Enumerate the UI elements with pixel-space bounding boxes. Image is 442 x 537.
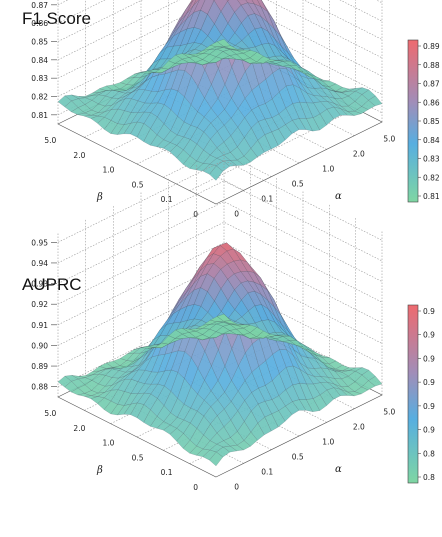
colorbar-tick-label: 0.87 — [423, 80, 440, 89]
chart-title: AUPRC — [22, 275, 82, 294]
colorbar-tick-label: 0.9 — [423, 402, 435, 411]
alpha-axis-label: α — [335, 464, 342, 475]
beta-tick-label: 1.0 — [102, 439, 114, 448]
chart-title: F1 Score — [22, 9, 91, 28]
z-tick-label: 0.90 — [31, 341, 48, 350]
alpha-tick-label: 0 — [234, 210, 239, 219]
z-tick-label: 0.85 — [31, 38, 48, 47]
colorbar-tick-label: 0.81 — [423, 192, 440, 201]
colorbar-tick-label: 0.9 — [423, 354, 435, 363]
alpha-tick-label: 0.5 — [292, 180, 304, 189]
colorbar — [407, 304, 419, 484]
beta-tick-label: 2.0 — [73, 151, 85, 160]
beta-tick-label: 2.0 — [73, 424, 85, 433]
colorbar-tick-label: 0.84 — [423, 136, 440, 145]
beta-axis-label: β — [96, 465, 103, 476]
colorbar-tick-label: 0.8 — [423, 449, 435, 458]
beta-tick-label: 5.0 — [44, 409, 56, 418]
z-tick-label: 0.95 — [31, 238, 48, 247]
alpha-axis-label: α — [335, 191, 342, 202]
beta-axis-label: β — [96, 192, 103, 203]
alpha-tick-label: 2.0 — [353, 422, 365, 431]
alpha-tick-label: 0.1 — [261, 468, 273, 477]
f1-score-panel: F1 Score 0.81 0.82 0.83 0.84 0.85 0.86 0.87 0.88… — [22, 0, 440, 219]
auprc-panel: AUPRC0.880.890.900.910.920.930.940.9500.… — [22, 150, 435, 492]
z-tick-label: 0.82 — [31, 93, 48, 102]
beta-tick-label: 0.5 — [132, 453, 144, 462]
z-tick-label: 0.84 — [31, 56, 48, 65]
z-tick-label: 0.92 — [31, 300, 48, 309]
surface-patch — [216, 39, 231, 47]
colorbar-tick-label: 0.85 — [423, 117, 440, 126]
z-tick-label: 0.89 — [31, 362, 48, 371]
alpha-tick-label: 5.0 — [383, 134, 395, 143]
alpha-tick-label: 2.0 — [353, 149, 365, 158]
alpha-tick-label: 1.0 — [322, 437, 334, 446]
colorbar-tick-label: 0.9 — [423, 426, 435, 435]
beta-tick-label: 0.1 — [161, 195, 173, 204]
z-tick-label: 0.81 — [31, 111, 48, 120]
colorbar-tick-label: 0.89 — [423, 42, 440, 51]
surface — [57, 242, 383, 467]
z-tick-label: 0.87 — [31, 1, 48, 10]
z-tick-label: 0.93 — [31, 280, 48, 289]
colorbar-tick-label: 0.9 — [423, 307, 435, 316]
colorbar-tick-label: 0.86 — [423, 98, 440, 107]
z-tick-label: 0.91 — [31, 321, 48, 330]
beta-tick-label: 0 — [193, 483, 198, 492]
colorbar-tick-label: 0.88 — [423, 61, 440, 70]
colorbar-tick-label: 0.82 — [423, 173, 440, 182]
alpha-tick-label: 5.0 — [383, 407, 395, 416]
z-tick-label: 0.94 — [31, 259, 48, 268]
alpha-tick-label: 0.5 — [292, 453, 304, 462]
colorbar-tick-label: 0.83 — [423, 155, 440, 164]
alpha-tick-label: 0 — [234, 483, 239, 492]
beta-tick-label: 0.5 — [132, 180, 144, 189]
alpha-tick-label: 1.0 — [322, 164, 334, 173]
colorbar-tick-label: 0.9 — [423, 378, 435, 387]
z-tick-label: 0.88 — [31, 383, 48, 392]
z-tick-label: 0.83 — [31, 74, 48, 83]
colorbar-tick-label: 0.9 — [423, 331, 435, 340]
beta-tick-label: 5.0 — [44, 136, 56, 145]
beta-tick-label: 1.0 — [102, 166, 114, 175]
colorbar-tick-label: 0.8 — [423, 473, 435, 482]
surface-patch — [216, 313, 231, 322]
alpha-tick-label: 0.1 — [261, 195, 273, 204]
z-tick-label: 0.86 — [31, 19, 48, 28]
surface — [57, 0, 383, 181]
beta-tick-label: 0.1 — [161, 468, 173, 477]
beta-tick-label: 0 — [193, 210, 198, 219]
colorbar — [407, 39, 419, 203]
